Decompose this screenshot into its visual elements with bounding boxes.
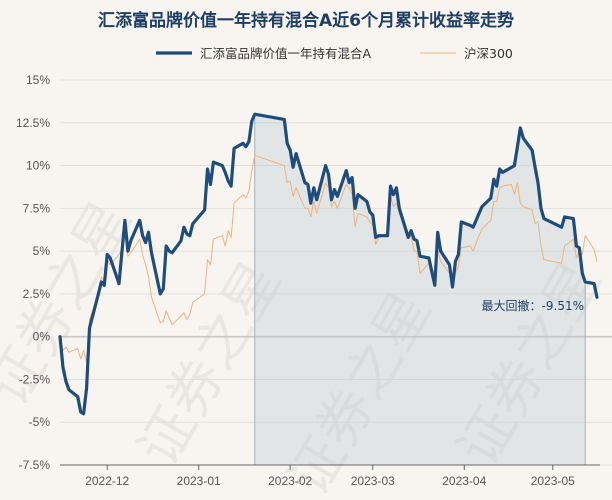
series-line-fund bbox=[58, 112, 599, 416]
x-tick-label: 2022-12 bbox=[85, 474, 129, 488]
max-drawdown-label: 最大回撤：-9.51% bbox=[482, 298, 584, 313]
chart-title: 汇添富品牌价值一年持有混合A近6个月累计收益率走势 bbox=[98, 10, 514, 31]
series-layer bbox=[58, 112, 599, 416]
x-tick-label: 2023-02 bbox=[268, 474, 312, 488]
y-tick-label: 2.5% bbox=[23, 287, 51, 301]
max-drawdown-area bbox=[254, 114, 586, 465]
y-axis: -7.5% -5% -2.5% 0% 2.5% 5% 7.5% 10% 12.5% 15% bbox=[16, 73, 50, 472]
x-tick-label: 2023-03 bbox=[351, 474, 395, 488]
legend-label-benchmark: 沪深300 bbox=[464, 46, 513, 61]
max-drawdown-shade bbox=[254, 114, 586, 465]
y-tick-label: 10% bbox=[26, 159, 50, 173]
y-tick-label: 7.5% bbox=[23, 201, 51, 215]
legend-label-fund: 汇添富品牌价值一年持有混合A bbox=[200, 46, 372, 61]
y-tick-label: 0% bbox=[33, 330, 51, 344]
y-tick-label: -7.5% bbox=[19, 458, 51, 472]
x-tick-label: 2023-01 bbox=[177, 474, 221, 488]
series-line-benchmark bbox=[59, 154, 598, 363]
y-tick-label: 5% bbox=[33, 244, 51, 258]
y-tick-label: 15% bbox=[26, 73, 50, 87]
y-tick-label: 12.5% bbox=[16, 116, 50, 130]
x-axis: 2022-12 2023-01 2023-02 2023-03 2023-04 2023-… bbox=[60, 464, 600, 488]
x-tick-label: 2023-05 bbox=[531, 474, 575, 488]
legend: 汇添富品牌价值一年持有混合A 沪深300 bbox=[156, 46, 513, 61]
x-tick-label: 2023-04 bbox=[442, 474, 486, 488]
y-tick-label: -2.5% bbox=[19, 372, 51, 386]
y-tick-label: -5% bbox=[29, 415, 51, 429]
